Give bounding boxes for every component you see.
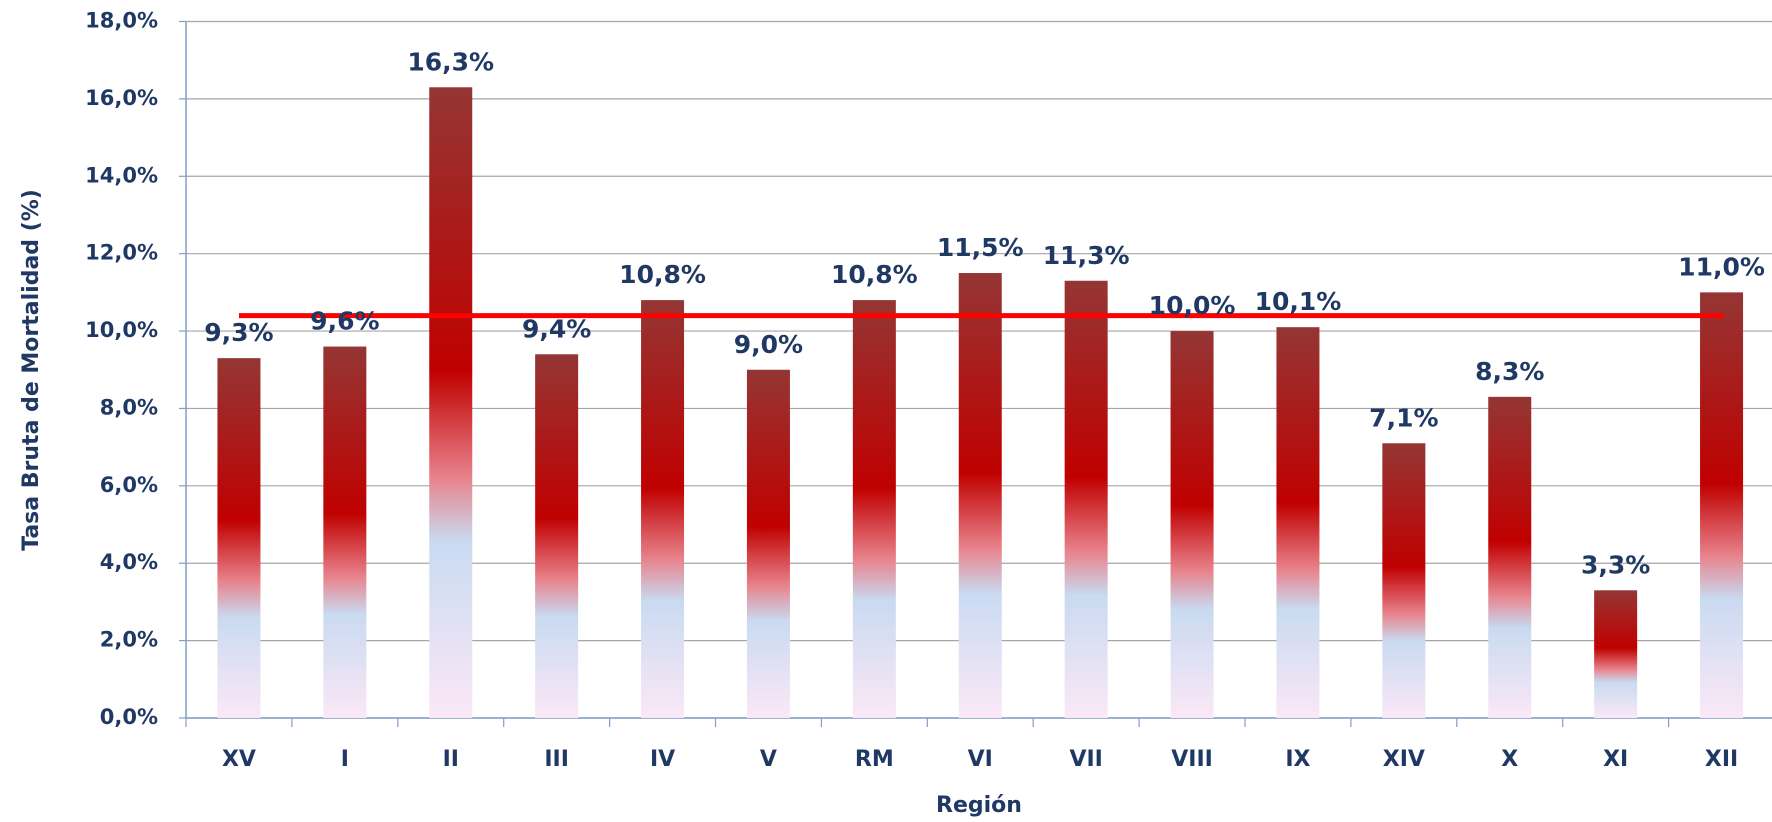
x-tick-label: X [1501, 747, 1518, 772]
x-tick-label: I [341, 747, 349, 772]
x-tick-label: VI [968, 747, 993, 772]
x-tick-label: VII [1069, 747, 1102, 772]
y-tick-label: 16,0% [85, 86, 158, 110]
x-tick-label: II [443, 747, 459, 772]
bar [1064, 280, 1108, 718]
x-tick-label: VIII [1171, 747, 1213, 772]
value-label: 3,3% [1581, 550, 1650, 579]
value-label: 11,3% [1043, 241, 1130, 270]
y-tick-label: 10,0% [85, 318, 158, 342]
bar [1488, 396, 1532, 718]
y-axis-title: Tasa Bruta de Mortalidad (%) [19, 189, 44, 551]
value-label: 9,4% [522, 314, 591, 343]
x-tick-label: XII [1705, 747, 1738, 772]
value-label: 7,1% [1369, 403, 1438, 432]
bar [1276, 327, 1320, 718]
y-tick-label: 0,0% [100, 705, 158, 729]
value-label: 10,1% [1255, 287, 1342, 316]
y-tick-label: 6,0% [100, 473, 158, 497]
bar [535, 354, 579, 718]
value-label: 9,0% [734, 330, 803, 359]
bar [1382, 443, 1426, 718]
value-label: 9,6% [310, 307, 379, 336]
y-tick-label: 12,0% [85, 241, 158, 265]
value-label: 8,3% [1475, 357, 1544, 386]
y-tick-label: 2,0% [100, 628, 158, 652]
x-tick-label: IV [650, 747, 675, 772]
bar [641, 300, 685, 718]
y-tick-label: 14,0% [85, 163, 158, 187]
x-tick-label: III [544, 747, 569, 772]
x-tick-label: V [760, 747, 777, 772]
y-tick-label: 8,0% [100, 395, 158, 419]
y-tick-label: 18,0% [85, 9, 158, 33]
y-tick-label: 4,0% [100, 550, 158, 574]
x-tick-label: RM [855, 747, 894, 772]
bar [852, 300, 896, 718]
value-label: 9,3% [204, 318, 273, 347]
bar [1170, 331, 1214, 718]
value-label: 11,5% [937, 233, 1024, 262]
value-label: 16,3% [407, 47, 494, 76]
x-tick-label: XIV [1383, 747, 1425, 772]
value-label: 10,0% [1149, 291, 1236, 320]
bar [217, 358, 261, 718]
bar [1700, 292, 1744, 718]
bar [323, 346, 367, 718]
value-label: 10,8% [619, 260, 706, 289]
bar [1594, 590, 1638, 718]
x-tick-label: XV [222, 747, 256, 772]
x-tick-label: IX [1285, 747, 1310, 772]
value-label: 11,0% [1678, 252, 1765, 281]
bar [746, 369, 790, 718]
bar [429, 87, 473, 718]
x-axis-title: Región [936, 793, 1022, 818]
value-label: 10,8% [831, 260, 918, 289]
x-tick-label: XI [1603, 747, 1628, 772]
bar [958, 273, 1002, 718]
